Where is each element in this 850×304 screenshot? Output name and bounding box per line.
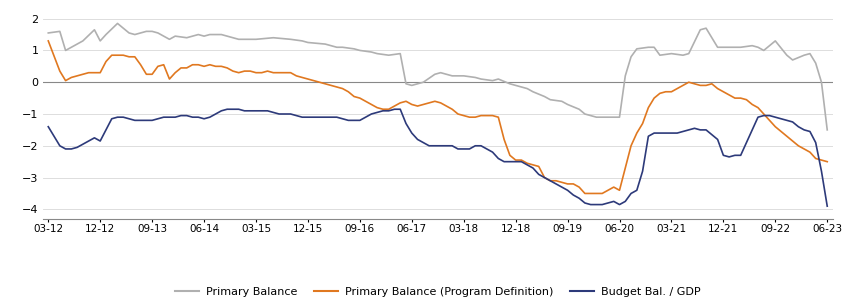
Legend: Primary Balance, Primary Balance (Program Definition), Budget Bal. / GDP: Primary Balance, Primary Balance (Progra… <box>170 282 705 302</box>
